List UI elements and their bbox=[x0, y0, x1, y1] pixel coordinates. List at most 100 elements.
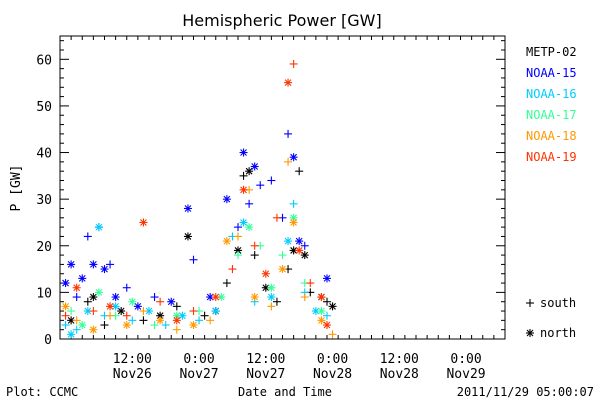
data-point bbox=[323, 311, 331, 320]
data-point bbox=[245, 199, 254, 208]
data-point bbox=[289, 199, 298, 208]
data-point bbox=[234, 232, 242, 241]
legend-marker-label: south bbox=[540, 296, 576, 310]
data-point bbox=[139, 316, 148, 325]
data-point bbox=[106, 311, 115, 320]
data-point bbox=[189, 255, 198, 264]
data-point bbox=[211, 307, 220, 316]
x-tick-label-time: 0:00 bbox=[450, 352, 481, 367]
data-point bbox=[67, 307, 76, 316]
data-point bbox=[83, 232, 92, 241]
data-point bbox=[89, 325, 98, 334]
data-point bbox=[278, 251, 287, 260]
data-point bbox=[61, 311, 70, 320]
data-point bbox=[234, 251, 242, 260]
x-tick-label-date: Nov28 bbox=[380, 367, 419, 382]
data-point bbox=[289, 59, 298, 68]
points-layer bbox=[61, 59, 337, 339]
legend-series-label: NOAA-18 bbox=[526, 129, 577, 143]
y-tick-label: 0 bbox=[44, 333, 52, 348]
data-point bbox=[78, 274, 87, 283]
data-point bbox=[239, 185, 248, 194]
data-point bbox=[106, 260, 115, 269]
data-point bbox=[284, 157, 293, 166]
plot-credit: Plot: CCMC bbox=[6, 385, 78, 399]
data-point bbox=[156, 316, 165, 325]
data-point bbox=[300, 251, 309, 260]
y-axis-label: P [GW] bbox=[9, 165, 24, 212]
data-point bbox=[145, 307, 153, 316]
data-point bbox=[250, 293, 259, 302]
legend-series-label: NOAA-15 bbox=[526, 66, 577, 80]
x-tick-label-time: 12:00 bbox=[246, 352, 285, 367]
data-point bbox=[267, 283, 276, 292]
data-point bbox=[306, 279, 315, 288]
data-point bbox=[284, 78, 293, 87]
data-point bbox=[72, 283, 81, 292]
legend-series-label: NOAA-17 bbox=[526, 108, 577, 122]
data-point bbox=[139, 307, 148, 316]
data-point bbox=[272, 297, 281, 306]
data-point bbox=[67, 260, 76, 269]
data-point bbox=[317, 293, 326, 302]
data-point bbox=[267, 302, 276, 311]
data-point bbox=[295, 167, 304, 176]
legend-series-label: NOAA-16 bbox=[526, 87, 577, 101]
data-point bbox=[100, 321, 109, 330]
data-point bbox=[284, 129, 293, 138]
ticks-layer: 010203040506012:00Nov260:00Nov2712:00Nov… bbox=[36, 36, 506, 382]
data-point bbox=[61, 279, 70, 288]
data-point bbox=[239, 148, 248, 157]
data-point bbox=[323, 297, 331, 306]
y-tick-label: 40 bbox=[36, 147, 52, 162]
data-point bbox=[117, 307, 126, 316]
data-point bbox=[256, 181, 265, 190]
y-tick-label: 20 bbox=[36, 240, 52, 255]
data-point bbox=[111, 293, 120, 302]
data-point bbox=[83, 297, 92, 306]
data-point bbox=[183, 204, 192, 213]
x-tick-label-date: Nov27 bbox=[179, 367, 218, 382]
data-point bbox=[94, 288, 103, 297]
legend-star-marker bbox=[526, 329, 534, 337]
data-point bbox=[300, 241, 309, 250]
data-point bbox=[317, 316, 326, 325]
data-point bbox=[250, 241, 259, 250]
x-tick-label-time: 0:00 bbox=[317, 352, 348, 367]
data-point bbox=[328, 302, 337, 311]
data-point bbox=[189, 307, 198, 316]
x-tick-label-time: 12:00 bbox=[380, 352, 419, 367]
data-point bbox=[128, 316, 137, 325]
data-point bbox=[89, 307, 98, 316]
x-tick-label-date: Nov27 bbox=[246, 367, 285, 382]
x-tick-label-time: 0:00 bbox=[183, 352, 214, 367]
y-tick-label: 50 bbox=[36, 100, 52, 115]
data-point bbox=[167, 297, 176, 306]
data-point bbox=[239, 171, 248, 180]
legend-series-label: NOAA-19 bbox=[526, 150, 577, 164]
x-axis-label: Date and Time bbox=[238, 385, 332, 399]
data-point bbox=[267, 176, 276, 185]
y-tick-label: 60 bbox=[36, 53, 52, 68]
data-point bbox=[89, 260, 98, 269]
data-point bbox=[295, 237, 304, 246]
data-point bbox=[150, 293, 159, 302]
data-point bbox=[323, 274, 331, 283]
data-point bbox=[228, 265, 237, 274]
data-point bbox=[161, 321, 170, 330]
data-point bbox=[295, 246, 304, 255]
data-point bbox=[72, 325, 81, 334]
data-point bbox=[222, 279, 231, 288]
data-point bbox=[300, 293, 309, 302]
data-point bbox=[94, 223, 103, 232]
data-point bbox=[206, 316, 215, 325]
data-point bbox=[100, 265, 109, 274]
data-point bbox=[317, 307, 326, 316]
x-tick-label-date: Nov29 bbox=[446, 367, 485, 382]
data-point bbox=[61, 302, 70, 311]
data-point bbox=[172, 302, 181, 311]
data-point bbox=[183, 232, 192, 241]
data-point bbox=[250, 162, 259, 171]
data-point bbox=[122, 321, 131, 330]
